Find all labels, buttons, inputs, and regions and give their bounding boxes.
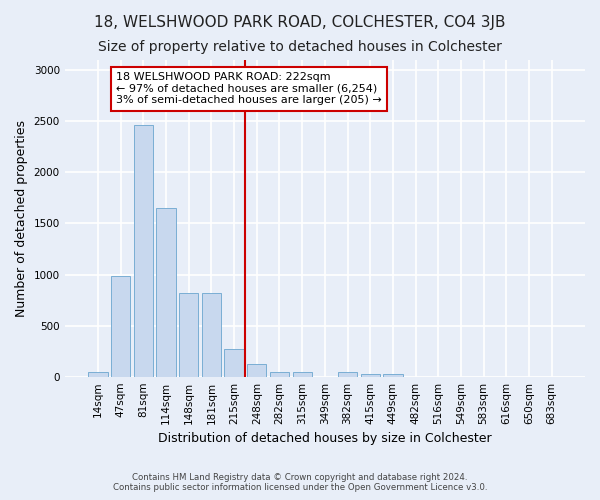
Bar bbox=[157, 208, 176, 376]
Bar bbox=[134, 126, 153, 376]
Bar bbox=[293, 372, 312, 376]
Bar bbox=[111, 276, 130, 376]
Bar bbox=[383, 374, 403, 376]
Text: Contains HM Land Registry data © Crown copyright and database right 2024.
Contai: Contains HM Land Registry data © Crown c… bbox=[113, 473, 487, 492]
Bar bbox=[247, 364, 266, 376]
Y-axis label: Number of detached properties: Number of detached properties bbox=[15, 120, 28, 317]
Bar bbox=[224, 349, 244, 376]
Bar bbox=[361, 374, 380, 376]
Text: 18, WELSHWOOD PARK ROAD, COLCHESTER, CO4 3JB: 18, WELSHWOOD PARK ROAD, COLCHESTER, CO4… bbox=[94, 15, 506, 30]
Bar bbox=[202, 293, 221, 376]
Bar bbox=[338, 372, 357, 376]
Bar bbox=[270, 372, 289, 376]
Text: Size of property relative to detached houses in Colchester: Size of property relative to detached ho… bbox=[98, 40, 502, 54]
Bar bbox=[179, 293, 199, 376]
Text: 18 WELSHWOOD PARK ROAD: 222sqm
← 97% of detached houses are smaller (6,254)
3% o: 18 WELSHWOOD PARK ROAD: 222sqm ← 97% of … bbox=[116, 72, 382, 106]
Bar bbox=[88, 372, 107, 376]
X-axis label: Distribution of detached houses by size in Colchester: Distribution of detached houses by size … bbox=[158, 432, 491, 445]
